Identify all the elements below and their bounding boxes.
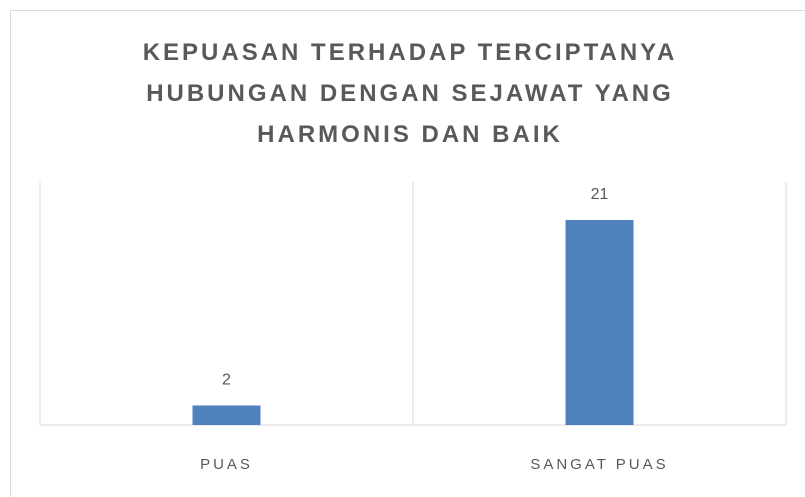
x-tick-label: SANGAT PUAS: [530, 456, 668, 473]
data-label: 21: [591, 186, 609, 203]
chart-border: [10, 10, 805, 497]
bar: [565, 220, 634, 425]
x-tick-label: PUAS: [200, 456, 253, 473]
bar: [192, 405, 261, 425]
chart-title: KEPUASAN TERHADAP TERCIPTANYA HUBUNGAN D…: [142, 39, 678, 148]
data-label: 2: [222, 372, 231, 389]
